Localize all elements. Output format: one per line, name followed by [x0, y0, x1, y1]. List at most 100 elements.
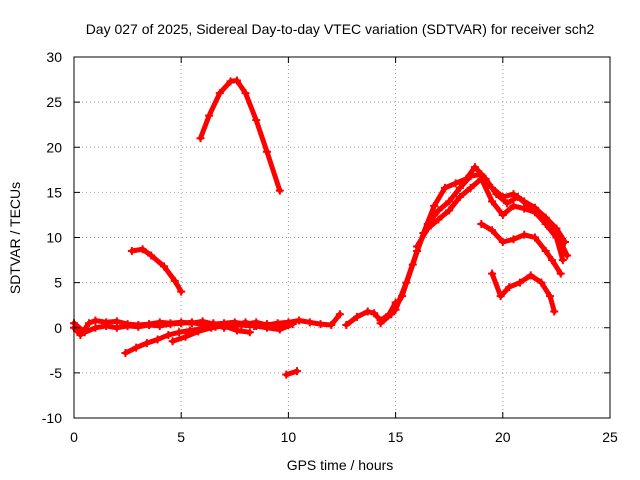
data-point	[123, 321, 132, 330]
y-tick-label: -10	[42, 410, 62, 426]
data-point	[194, 327, 203, 336]
data-point	[170, 276, 179, 285]
y-tick-label: 20	[46, 139, 62, 155]
data-point	[132, 343, 141, 352]
data-point	[520, 230, 529, 239]
series-layer	[70, 76, 572, 379]
data-point	[275, 186, 284, 195]
data-point	[477, 219, 486, 228]
data-point	[488, 226, 497, 235]
data-point	[558, 256, 567, 265]
data-point	[252, 116, 261, 125]
data-point	[181, 332, 190, 341]
series-arc-high	[198, 78, 283, 194]
y-tick-label: 10	[46, 230, 62, 246]
data-point	[537, 278, 546, 287]
grid-layer	[74, 57, 610, 418]
data-point	[232, 76, 241, 85]
data-point	[112, 323, 121, 332]
data-point	[498, 238, 507, 247]
tick-layer: 0 5 10 15 20 25 -10 -5 0 5 10 15 20 25 30	[42, 49, 618, 445]
data-point	[138, 245, 147, 254]
data-point	[282, 370, 291, 379]
data-point	[196, 134, 205, 143]
data-point	[305, 318, 314, 327]
data-point	[440, 183, 449, 192]
data-point	[160, 262, 169, 271]
data-point	[288, 320, 297, 329]
data-point	[121, 349, 130, 358]
data-point	[498, 192, 507, 201]
data-point	[295, 316, 304, 325]
data-point	[177, 287, 186, 296]
data-point	[153, 335, 162, 344]
data-point	[548, 256, 557, 265]
data-point	[552, 233, 561, 242]
data-point	[80, 328, 89, 337]
data-point	[550, 307, 559, 316]
data-point	[147, 251, 156, 260]
data-point	[262, 147, 271, 156]
data-point	[335, 310, 344, 319]
series-arc-mid	[129, 246, 184, 295]
x-tick-label: 0	[70, 429, 78, 445]
data-point	[455, 192, 464, 201]
data-point	[262, 323, 271, 332]
data-point	[455, 183, 464, 192]
data-point	[520, 197, 529, 206]
data-point	[175, 328, 184, 337]
data-point	[145, 321, 154, 330]
data-point	[220, 321, 229, 330]
data-point	[376, 319, 385, 328]
data-point	[423, 224, 432, 233]
data-point	[541, 219, 550, 228]
data-point	[530, 208, 539, 217]
data-point	[142, 339, 151, 348]
data-point	[430, 201, 439, 210]
data-point	[445, 197, 454, 206]
data-point	[275, 325, 284, 334]
data-point	[85, 319, 94, 328]
data-point	[237, 321, 246, 330]
data-point	[470, 163, 479, 172]
chart-title: Day 027 of 2025, Sidereal Day-to-day VTE…	[86, 21, 595, 37]
data-point	[477, 174, 486, 183]
data-point	[76, 330, 85, 339]
data-point	[166, 320, 175, 329]
data-point	[496, 292, 505, 301]
data-point	[127, 247, 136, 256]
data-point	[370, 309, 379, 318]
data-point	[391, 305, 400, 314]
data-point	[316, 320, 325, 329]
data-point	[91, 316, 100, 325]
x-tick-label: 20	[495, 429, 511, 445]
data-point	[498, 210, 507, 219]
data-point	[413, 242, 422, 251]
data-point	[168, 337, 177, 346]
data-point	[526, 271, 535, 280]
data-point	[187, 318, 196, 327]
data-point	[327, 321, 336, 330]
data-point	[530, 233, 539, 242]
data-point	[445, 206, 454, 215]
data-point	[102, 321, 111, 330]
data-point	[164, 330, 173, 339]
data-point	[250, 321, 259, 330]
x-axis-label: GPS time / hours	[287, 457, 394, 473]
data-point	[434, 215, 443, 224]
data-point	[245, 328, 254, 337]
data-point	[488, 269, 497, 278]
data-point	[556, 269, 565, 278]
data-point	[503, 199, 512, 208]
data-point	[205, 111, 214, 120]
data-point	[155, 321, 164, 330]
y-axis-label: SDTVAR / TECUs	[7, 182, 23, 294]
data-point	[134, 322, 143, 331]
data-point	[509, 235, 518, 244]
data-point	[91, 323, 100, 332]
data-point	[560, 238, 569, 247]
x-tick-label: 25	[602, 429, 618, 445]
data-point	[509, 190, 518, 199]
data-point	[520, 204, 529, 213]
